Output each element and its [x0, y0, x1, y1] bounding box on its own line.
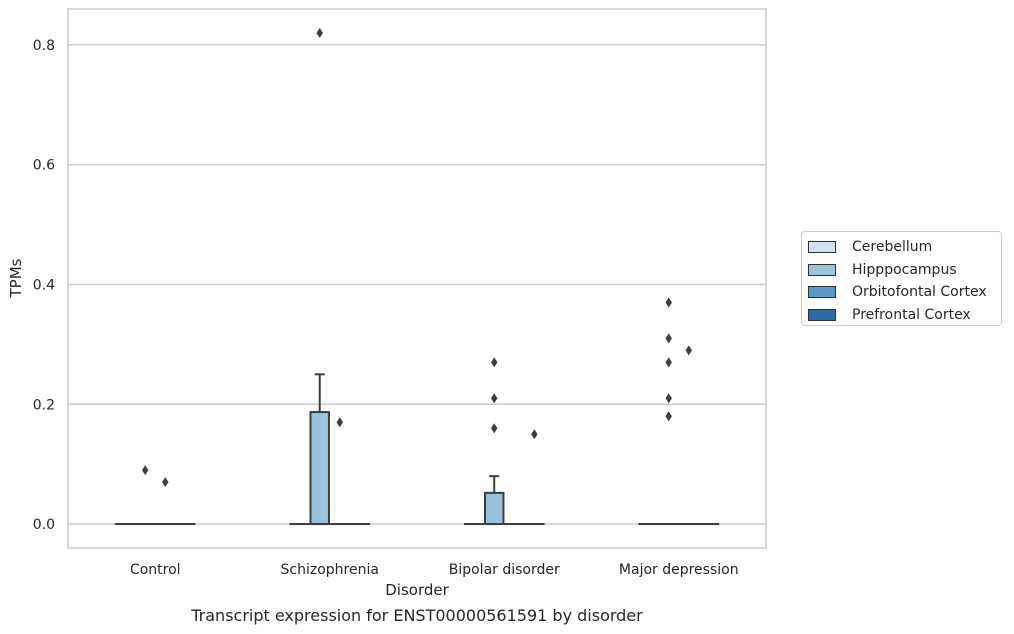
outlier-point [316, 27, 323, 38]
x-tick-label: Schizophrenia [281, 562, 379, 578]
x-tick-labels: Control Schizophrenia Bipolar disorder Majo… [130, 562, 739, 578]
box-group [309, 27, 330, 526]
legend-label: Orbitofontal Cortex [852, 284, 987, 301]
box-plot-layer [114, 27, 720, 526]
y-tick-labels: 0.0 0.2 0.4 0.6 0.8 [33, 38, 55, 533]
box-group [155, 477, 176, 526]
legend-swatch [808, 263, 836, 276]
y-tick-label: 0.6 [33, 158, 55, 174]
legend-item: Prefrontal Cortex [808, 304, 1001, 327]
y-tick-label: 0.0 [33, 517, 55, 533]
outlier-point [142, 465, 149, 476]
outlier-point [685, 345, 692, 356]
y-tick-label: 0.8 [33, 38, 55, 54]
plot-frame [67, 8, 767, 549]
legend-swatch [808, 286, 836, 299]
gridlines [68, 44, 766, 525]
box-group [678, 345, 700, 526]
outlier-point [665, 357, 672, 368]
legend-label: Prefrontal Cortex [852, 306, 971, 323]
y-axis-label: TPMs [7, 258, 25, 298]
x-tick-label: Major depression [619, 562, 739, 578]
box-group [524, 429, 545, 526]
outlier-point [491, 357, 498, 368]
outlier-point [491, 423, 498, 434]
x-tick-label: Bipolar disorder [449, 562, 560, 578]
box [483, 491, 505, 526]
box [309, 411, 330, 526]
outlier-point [162, 477, 169, 488]
outlier-point [665, 297, 672, 308]
outlier-point [665, 333, 672, 344]
legend: Cerebellum Hipppocampus Orbitofontal Corte… [801, 231, 1002, 326]
x-tick-label: Control [130, 562, 181, 578]
outlier-point [665, 393, 672, 404]
box-group [483, 357, 505, 526]
outlier-point [336, 417, 343, 428]
legend-swatch [808, 241, 836, 254]
box-group [658, 297, 679, 526]
box-group [134, 465, 156, 526]
legend-label: Hipppocampus [852, 261, 957, 278]
outlier-point [665, 411, 672, 422]
outlier-point [531, 429, 538, 440]
legend-item: Cerebellum [808, 236, 1001, 259]
outlier-point [491, 393, 498, 404]
legend-item: Orbitofontal Cortex [808, 281, 1001, 304]
y-tick-label: 0.2 [33, 397, 55, 413]
legend-swatch [808, 308, 836, 321]
legend-item: Hipppocampus [808, 259, 1001, 282]
box-group [329, 417, 351, 526]
y-tick-label: 0.4 [33, 277, 55, 293]
legend-label: Cerebellum [852, 239, 933, 256]
x-axis-label: Disorder [385, 581, 449, 599]
figure-caption: Transcript expression for ENST0000056159… [191, 606, 643, 625]
